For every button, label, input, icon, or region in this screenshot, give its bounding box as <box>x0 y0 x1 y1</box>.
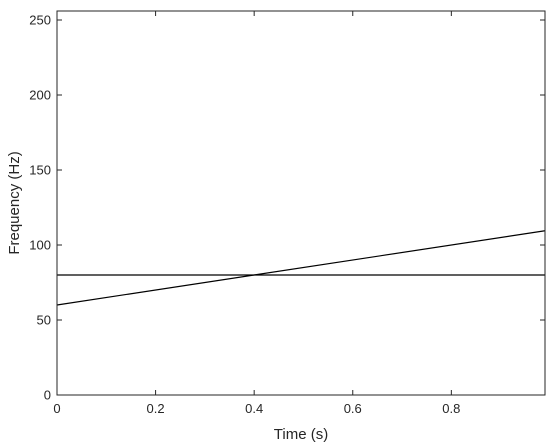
x-tick-label: 0.8 <box>442 401 460 416</box>
y-tick-label: 50 <box>37 313 51 328</box>
y-axis-title: Frequency (Hz) <box>6 151 23 254</box>
series-line-2 <box>56 230 546 306</box>
plot-box <box>56 10 546 396</box>
x-axis-title: Time (s) <box>274 426 328 443</box>
y-tick-label: 200 <box>29 88 51 103</box>
y-tick-label: 0 <box>44 388 51 403</box>
series-layer <box>56 230 546 306</box>
x-tick-label: 0.6 <box>344 401 362 416</box>
y-tick-label: 100 <box>29 238 51 253</box>
x-tick-label: 0.4 <box>245 401 263 416</box>
y-tick-label: 150 <box>29 163 51 178</box>
x-tick-label: 0.2 <box>147 401 165 416</box>
tick-layer: 0 0.2 0.4 0.6 0.8 0 50 100 150 200 250 <box>29 11 545 416</box>
y-tick-label: 250 <box>29 13 51 28</box>
plot-area <box>57 11 545 395</box>
x-tick-label: 0 <box>53 401 60 416</box>
